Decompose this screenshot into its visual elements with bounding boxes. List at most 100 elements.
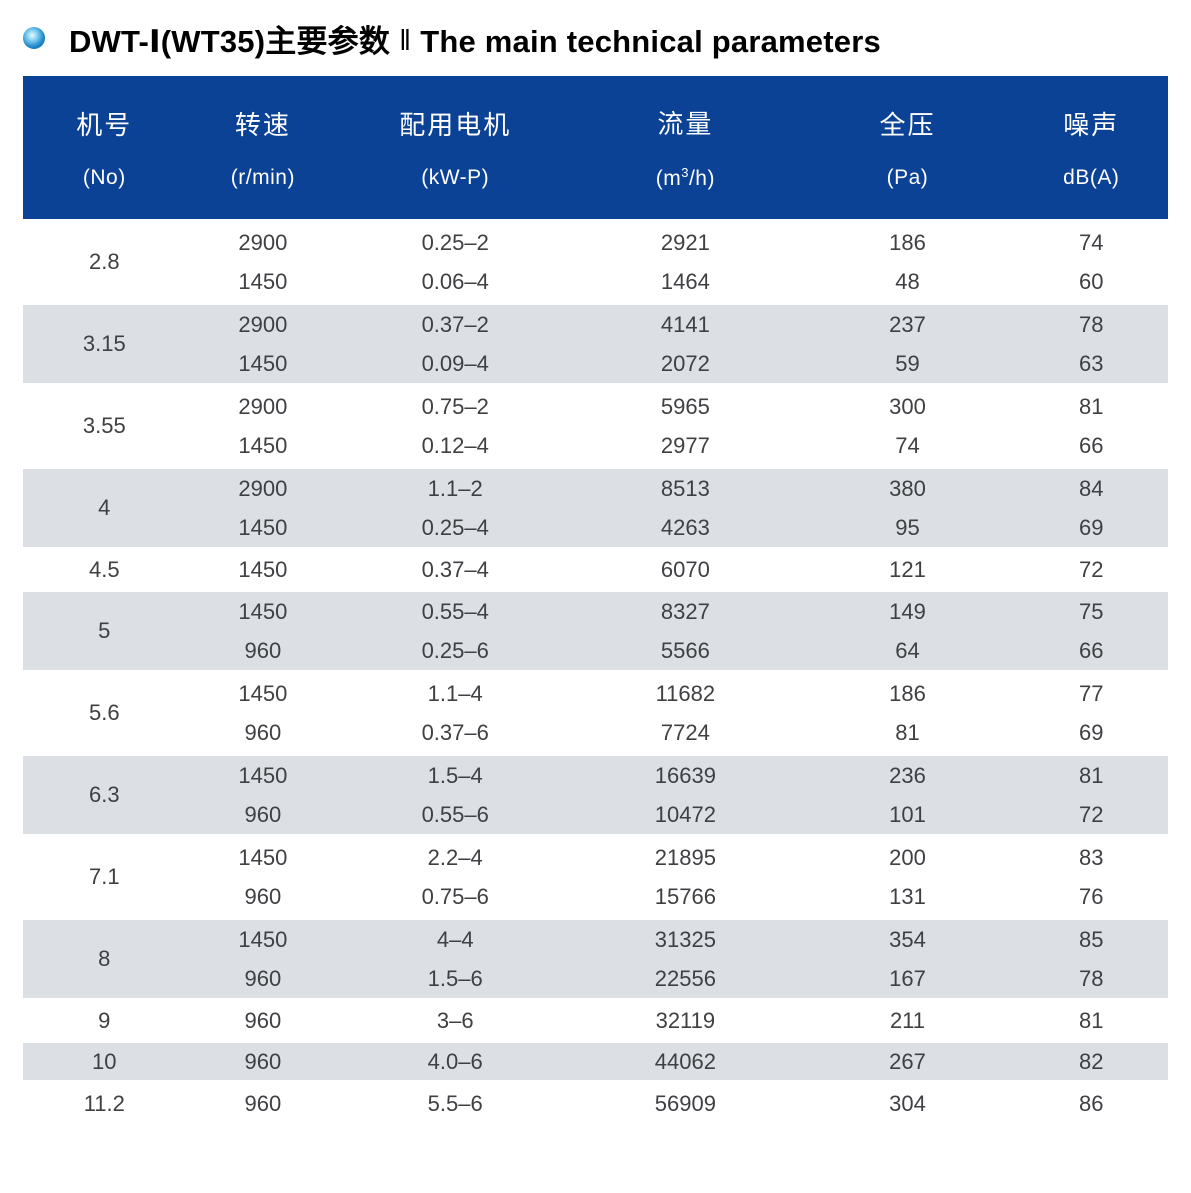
cell-motor: 0.25–4 [340,508,571,549]
cell-speed: 960 [185,998,341,1041]
table-row: 1450 0.06–4 1464 48 60 [23,262,1168,303]
column-label: 转速 [234,110,291,140]
cell-fan-no: 3.55 [23,383,186,467]
cell-motor: 0.37–6 [421,719,489,745]
table-row: 11.2 960 5.5–6 56909 304 86 [23,1080,1168,1123]
cell-flow: 16639 [570,752,801,795]
table-row: 960 0.55–6 10472 101 72 [23,795,1168,836]
cell-noise: 60 [1079,268,1104,294]
cell-speed: 2900 [185,219,341,262]
column-label: 配用电机 [399,110,512,140]
cell-speed: 2900 [185,383,341,426]
cell-noise: 83 [1014,834,1168,877]
cell-fan-no: 4 [23,465,186,549]
cell-speed: 960 [244,719,282,745]
cell-motor: 0.55–4 [340,588,571,631]
column-unit: (kW-P) [421,166,490,189]
cell-flow: 44062 [570,1039,801,1082]
cell-pressure: 186 [800,670,1015,713]
table-header: 机号 (No) 转速 (r/min) 配用电机 (kW-P) 流量 (m3/h)… [23,76,1168,219]
cell-noise: 85 [1014,916,1168,959]
parameters-table: 2.8 2900 0.25–2 2921 186 74 1450 0.06–4 1464 48 60… [23,219,1168,1123]
cell-flow: 6070 [570,547,801,590]
cell-noise: 72 [1014,547,1168,590]
cell-speed: 1450 [185,547,341,590]
cell-flow: 56909 [570,1080,801,1123]
cell-motor: 0.06–4 [421,268,489,294]
cell-fan-no: 4.5 [23,547,186,590]
cell-fan-no: 9 [23,998,186,1041]
column-unit: (r/min) [230,166,295,189]
table-row: 5.6 1450 1.1–4 11682 186 77 [23,670,1168,754]
column-header-pressure: 全压 (Pa) [800,76,1014,219]
title-row: DWT-Ⅰ(WT35)主要参数 ‖ The main technical param… [23,13,1168,63]
cell-noise: 74 [1014,219,1168,262]
cell-speed: 1450 [185,508,341,549]
table-row: 1450 0.09–4 2072 59 63 [23,344,1168,385]
cell-noise: 78 [1014,301,1168,344]
cell-pressure: 131 [889,883,926,909]
cell-motor: 5.5–6 [340,1080,571,1123]
cell-speed: 1450 [185,670,341,713]
table-row: 960 1.5–6 22556 167 78 [23,959,1168,1000]
cell-fan-no: 11.2 [23,1080,186,1123]
cell-pressure: 121 [800,547,1015,590]
cell-speed: 960 [185,1080,341,1123]
cell-pressure: 48 [895,268,920,294]
cell-fan-no: 7.1 [23,834,186,918]
cell-speed: 1450 [238,268,288,294]
cell-flow: 2072 [570,344,801,385]
cell-noise: 75 [1014,588,1168,631]
title-en: The main technical parameters [420,23,881,59]
cell-fan-no: 10 [23,1039,186,1082]
cell-noise: 86 [1014,1080,1168,1123]
cell-noise: 76 [1079,883,1104,909]
column-label: 全压 [879,110,936,140]
cell-noise: 78 [1014,959,1168,1000]
cell-speed: 2900 [185,465,341,508]
cell-noise: 82 [1014,1039,1168,1082]
table-row: 3.55 2900 0.75–2 5965 300 81 [23,383,1168,467]
table-row: 10 960 4.0–6 44062 267 82 [23,1039,1168,1082]
table-row: 8 1450 4–4 31325 354 85 [23,916,1168,1000]
cell-noise: 69 [1014,508,1168,549]
cell-motor: 0.75–6 [421,883,489,909]
cell-speed: 960 [185,959,341,1000]
cell-flow: 10472 [570,795,801,836]
column-unit: (Pa) [886,166,929,189]
table-row: 6.3 1450 1.5–4 16639 236 81 [23,752,1168,836]
cell-speed: 960 [185,1039,341,1082]
cell-flow: 2977 [660,432,710,458]
cell-pressure: 300 [800,383,1015,426]
cell-motor: 0.25–6 [340,631,571,672]
column-unit: dB(A) [1063,166,1120,189]
table-row: 5 1450 0.55–4 8327 149 75 [23,588,1168,672]
cell-motor: 1.1–2 [340,465,571,508]
cell-noise: 81 [1014,998,1168,1041]
cell-flow: 32119 [570,998,801,1041]
table-row: 4 2900 1.1–2 8513 380 84 [23,465,1168,549]
cell-pressure: 354 [800,916,1015,959]
table-row: 960 0.75–6 15766 131 76 [23,877,1168,918]
table-row: 2.8 2900 0.25–2 2921 186 74 [23,219,1168,303]
cell-noise: 66 [1014,631,1168,672]
table-row: 960 0.25–6 5566 64 66 [23,631,1168,672]
cell-flow: 21895 [570,834,801,877]
cell-motor: 0.75–2 [340,383,571,426]
cell-pressure: 237 [800,301,1015,344]
cell-fan-no: 2.8 [23,219,186,303]
cell-pressure: 267 [800,1039,1015,1082]
cell-flow: 5965 [570,383,801,426]
cell-fan-no: 3.15 [23,301,186,385]
column-unit: (No) [82,166,126,189]
table-row: 1450 0.12–4 2977 74 66 [23,426,1168,467]
table-body: 2.8 2900 0.25–2 2921 186 74 1450 0.06–4 1464 48 60… [23,219,1168,1123]
cell-pressure: 304 [800,1080,1015,1123]
column-header-noise: 噪声 dB(A) [1015,76,1168,219]
cell-pressure: 149 [800,588,1015,631]
cell-flow: 1464 [660,268,710,294]
column-header-motor: 配用电机 (kW-P) [340,76,570,219]
cell-noise: 77 [1014,670,1168,713]
cell-speed: 1450 [185,834,341,877]
cell-flow: 5566 [570,631,801,672]
